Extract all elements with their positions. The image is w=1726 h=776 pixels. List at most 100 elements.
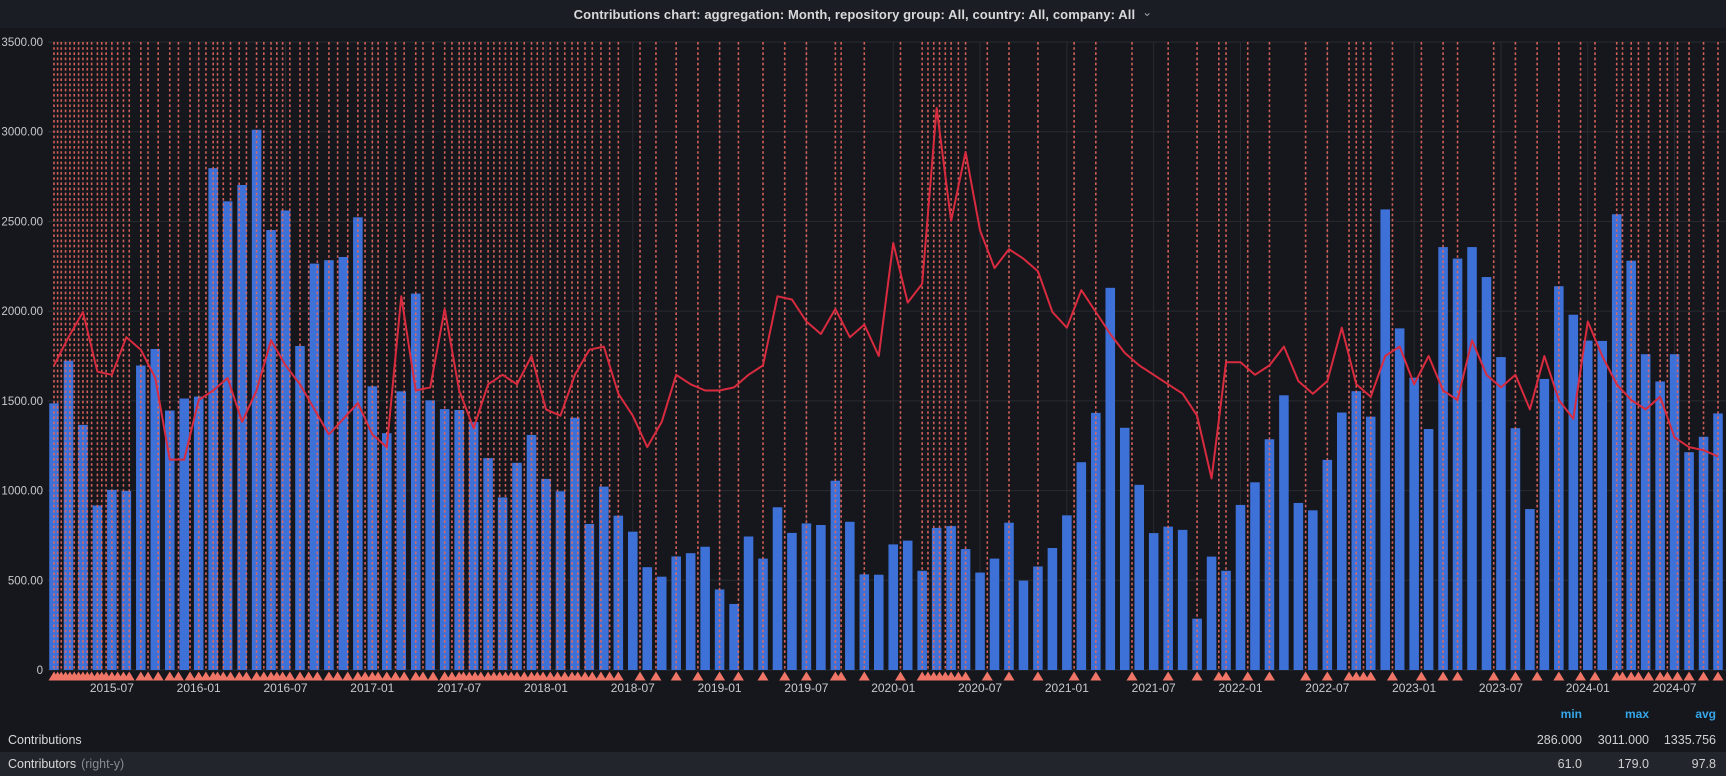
contribution-bar [1611, 214, 1622, 670]
legend-series-contributors-axis-suffix: (right-y) [81, 757, 125, 771]
annotation-marker-icon [372, 671, 384, 681]
panel-title[interactable]: Contributions chart: aggregation: Month,… [573, 6, 1136, 22]
contribution-bar [729, 603, 739, 670]
annotation-marker-icon [1625, 671, 1637, 681]
contribution-bar [410, 293, 421, 670]
contribution-bar [1351, 391, 1362, 670]
legend-col-avg[interactable]: avg [1695, 707, 1716, 721]
contribution-bar [1004, 522, 1014, 670]
legend-col-max[interactable]: max [1624, 707, 1649, 721]
annotation-marker-icon [311, 671, 323, 681]
annotation-marker-icon [559, 671, 571, 681]
annotation-marker-icon [1415, 671, 1427, 681]
contribution-bar [1669, 354, 1680, 670]
annotation-marker-icon [200, 671, 212, 681]
annotation-marker-icon [323, 671, 335, 681]
annotation-marker-icon [952, 671, 964, 681]
annotation-marker-icon [217, 671, 229, 681]
annotation-marker-icon [172, 671, 184, 681]
contribution-bar [671, 556, 681, 670]
annotation-marker-icon [446, 671, 458, 681]
contribution-bar [251, 129, 262, 670]
contributions-chart-canvas[interactable]: 3500.00 3000.00 2500.00 2000.00 1500.00 1000.… [0, 28, 1726, 700]
annotation-marker-icon [1126, 671, 1138, 681]
contributors-line [53, 106, 1719, 480]
contribution-bar [787, 532, 797, 670]
annotation-marker-icon [135, 671, 147, 681]
contributions-max-value: 3011.000 [1597, 733, 1649, 747]
x-axis-tick-label: 2022-01 [1218, 681, 1262, 695]
panel-title-bar[interactable]: Contributions chart: aggregation: Month,… [0, 0, 1726, 28]
annotation-marker-icon [1617, 671, 1629, 681]
annotation-marker-icon [714, 671, 726, 681]
annotation-marker-icon [342, 671, 354, 681]
annotation-marker-icon [612, 671, 624, 681]
contribution-bar [1192, 618, 1202, 670]
chart-panel: 3500.00 3000.00 2500.00 2000.00 1500.00 1000.… [0, 28, 1726, 700]
annotation-marker-icon [410, 671, 422, 681]
annotation-marker-icon [1671, 671, 1683, 681]
legend-series-contributors-label[interactable]: Contributors [8, 757, 77, 771]
x-axis-tick-label: 2021-07 [1132, 681, 1176, 695]
contribution-bar [1510, 428, 1521, 670]
y-axis-tick-label: 1500.00 [1, 396, 43, 408]
contribution-bar [179, 398, 190, 670]
contribution-bar [92, 505, 103, 670]
annotation-marker-icon [1213, 671, 1225, 681]
contribution-bar [772, 507, 783, 670]
contribution-bar [570, 417, 580, 670]
contributors-avg-value: 97.8 [1691, 757, 1716, 771]
annotation-marker-icon [142, 671, 154, 681]
annotation-marker-icon [1531, 671, 1543, 681]
contribution-bar [1033, 566, 1043, 670]
x-axis-tick-label: 2020-01 [871, 681, 915, 695]
annotation-marker-icon [1350, 671, 1362, 681]
annotation-marker-icon [233, 671, 245, 681]
annotation-marker-icon [277, 671, 289, 681]
contribution-bar [439, 409, 450, 670]
contribution-bar [1235, 504, 1246, 670]
annotation-marker-icon [1220, 671, 1232, 681]
contribution-bar [512, 462, 522, 670]
chevron-down-icon[interactable]: ⌄ [1142, 5, 1153, 19]
annotation-marker-icon [1683, 671, 1695, 681]
contribution-bar [1119, 427, 1130, 670]
annotation-marker-icon [1698, 671, 1710, 681]
annotation-marker-icon [779, 671, 791, 681]
annotation-marker-icon [1452, 671, 1464, 681]
annotation-marker-icon [1661, 671, 1673, 681]
annotation-marker-icon [835, 671, 847, 681]
contribution-bar [1423, 429, 1434, 670]
contribution-bar [309, 263, 320, 670]
annotation-marker-icon [475, 671, 487, 681]
contribution-bar [816, 525, 826, 670]
x-axis-tick-label: 2015-07 [90, 681, 134, 695]
contribution-bar [1554, 286, 1564, 670]
annotation-marker-icon [960, 671, 972, 681]
annotation-marker-icon [1191, 671, 1203, 681]
annotation-marker-icon [1488, 671, 1500, 681]
annotation-marker-icon [152, 671, 164, 681]
contribution-bar [222, 201, 233, 670]
x-axis-tick-label: 2024-07 [1653, 681, 1697, 695]
legend-series-contributions-label[interactable]: Contributions [8, 733, 82, 747]
annotation-marker-icon [284, 671, 296, 681]
x-axis-tick-label: 2018-01 [524, 681, 568, 695]
annotation-marker-icon [586, 671, 598, 681]
x-axis-tick-label: 2019-07 [784, 681, 828, 695]
annotation-marker-icon [303, 671, 315, 681]
annotation-marker-icon [552, 671, 564, 681]
x-axis-tick-label: 2022-07 [1305, 681, 1349, 695]
legend-table: min max avg Contributions 286.000 3011.0… [0, 700, 1726, 776]
contribution-bar [1380, 209, 1390, 670]
legend-col-min[interactable]: min [1560, 707, 1582, 721]
annotation-marker-icon [240, 671, 252, 681]
annotation-marker-icon [894, 671, 906, 681]
contribution-bar [1597, 340, 1608, 670]
annotation-marker-icon [1712, 671, 1724, 681]
annotation-marker-icon [981, 671, 993, 681]
contribution-bar [1018, 580, 1029, 670]
y-axis-tick-label: 3500.00 [1, 37, 43, 49]
annotation-marker-icon [294, 671, 306, 681]
y-axis-tick-label: 1000.00 [1, 486, 43, 498]
